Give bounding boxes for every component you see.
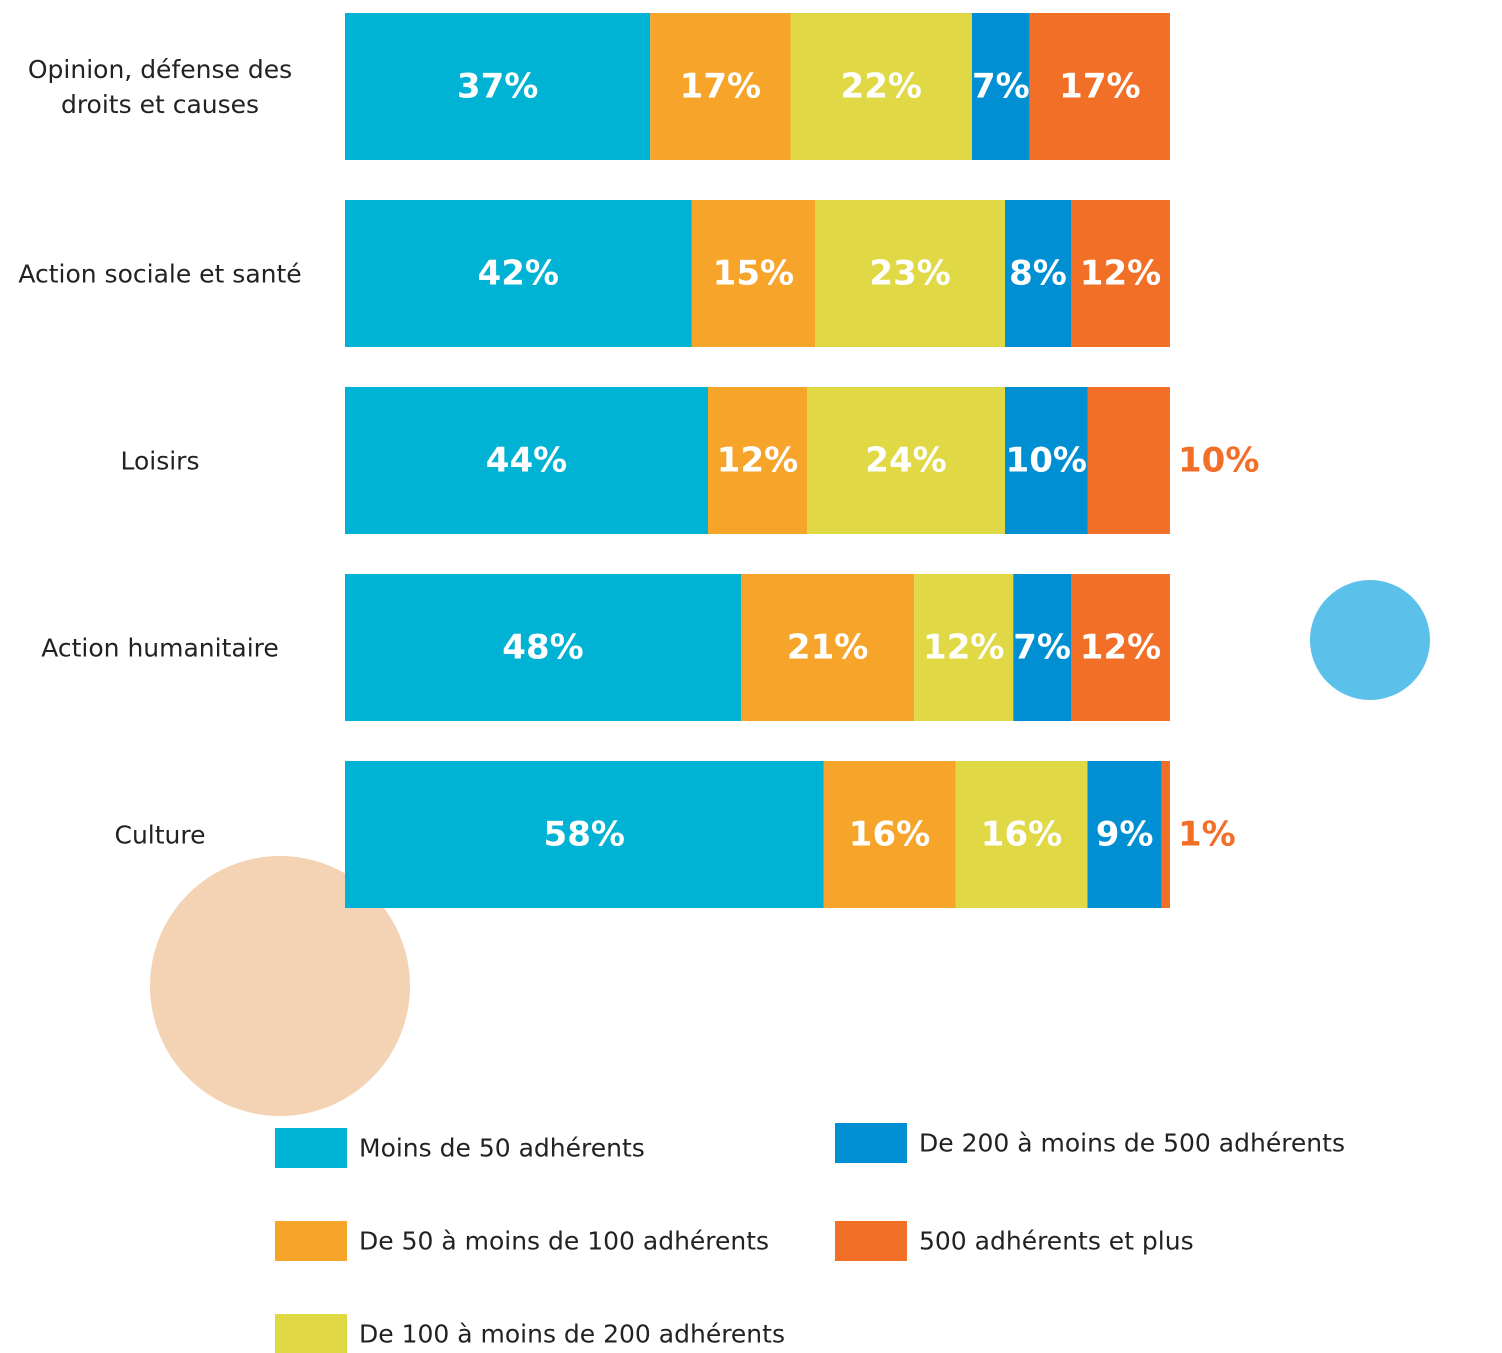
- value-label: 8%: [1009, 254, 1067, 294]
- legend-label: Moins de 50 adhérents: [359, 1133, 645, 1163]
- bar-segment: [1071, 574, 1170, 721]
- category-label: Action sociale et santé: [18, 259, 302, 288]
- bar-segment: [1161, 761, 1170, 908]
- value-label: 7%: [1013, 628, 1071, 668]
- bar-segment: [1071, 200, 1170, 347]
- bar-segment: [790, 13, 972, 160]
- bar-segment: [1005, 200, 1071, 347]
- legend-swatch: [275, 1221, 347, 1261]
- value-label: 37%: [457, 67, 538, 107]
- value-label: 58%: [544, 815, 625, 855]
- value-label: 42%: [478, 254, 559, 294]
- legend-label: 500 adhérents et plus: [919, 1226, 1194, 1256]
- bar-segment: [972, 13, 1030, 160]
- bar-segment: [815, 200, 1005, 347]
- value-label: 17%: [1059, 67, 1140, 107]
- value-label: 9%: [1096, 815, 1154, 855]
- bar-segment: [955, 761, 1088, 908]
- value-label: 22%: [841, 67, 922, 107]
- value-label: 12%: [1080, 628, 1161, 668]
- value-label: 44%: [486, 441, 567, 481]
- bar-segment: [914, 574, 1014, 721]
- legend-swatch: [835, 1221, 907, 1261]
- bar-segment: [741, 574, 915, 721]
- value-label: 16%: [981, 815, 1062, 855]
- value-label: 12%: [1080, 254, 1161, 294]
- category-label: Opinion, défense des droits et causes: [27, 54, 293, 119]
- bar-segment: [1013, 574, 1071, 721]
- legend-label: De 50 à moins de 100 adhérents: [359, 1226, 770, 1256]
- category-label: Loisirs: [120, 446, 200, 475]
- bar-segment: [1087, 761, 1162, 908]
- bar-segment: [1087, 387, 1170, 534]
- value-label: 12%: [717, 441, 798, 481]
- value-label: 17%: [680, 67, 761, 107]
- value-label: 15%: [713, 254, 794, 294]
- bar-segment: [1005, 387, 1088, 534]
- bar-segment: [691, 200, 816, 347]
- legend-label: De 200 à moins de 500 adhérents: [919, 1128, 1345, 1158]
- value-label: 10%: [1178, 441, 1259, 481]
- category-label: Culture: [114, 820, 206, 849]
- value-label: 7%: [972, 67, 1030, 107]
- bar-segment: [345, 200, 692, 347]
- bar-segment: [807, 387, 1005, 534]
- crowd-illustration: [150, 856, 410, 1116]
- legend-swatch: [275, 1128, 347, 1168]
- bar-segment: [345, 13, 651, 160]
- bar-segment: [823, 761, 956, 908]
- value-label: 1%: [1178, 815, 1236, 855]
- legend-swatch: [835, 1123, 907, 1163]
- globe-illustration: [1310, 580, 1430, 700]
- value-label: 21%: [787, 628, 868, 668]
- value-label: 10%: [1006, 441, 1087, 481]
- value-label: 24%: [865, 441, 946, 481]
- value-label: 12%: [923, 628, 1004, 668]
- category-label: Action humanitaire: [41, 633, 279, 662]
- bar-segment: [345, 387, 708, 534]
- legend-swatch: [275, 1314, 347, 1353]
- legend-label: De 100 à moins de 200 adhérents: [359, 1319, 785, 1349]
- value-label: 48%: [502, 628, 583, 668]
- value-label: 23%: [869, 254, 950, 294]
- bar-segment: [345, 761, 824, 908]
- bar-segment: [708, 387, 807, 534]
- bar-segment: [345, 574, 741, 721]
- bar-segment: [1029, 13, 1170, 160]
- value-label: 16%: [849, 815, 930, 855]
- bar-segment: [650, 13, 791, 160]
